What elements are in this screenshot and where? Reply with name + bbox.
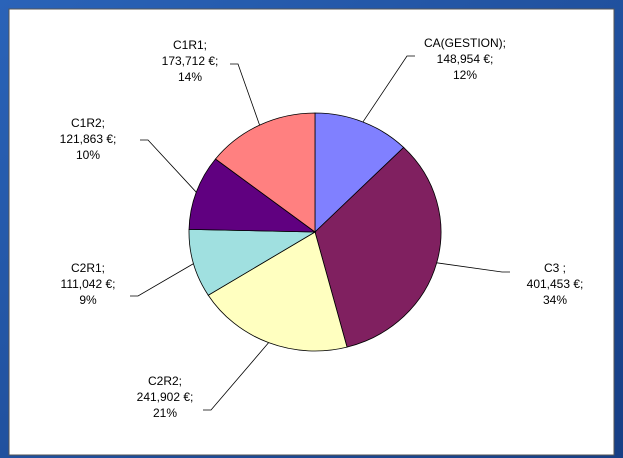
- data-label: 401,453 €;: [527, 277, 584, 291]
- leader-line: [230, 63, 260, 126]
- data-label: C2R1;: [71, 261, 105, 275]
- data-label: 148,954 €;: [437, 52, 494, 66]
- data-label: 14%: [178, 70, 202, 84]
- pie-slice: [314, 112, 405, 233]
- leader-line: [140, 139, 197, 193]
- leader-line: [203, 342, 269, 411]
- pie-slice: [188, 158, 317, 233]
- data-label: 34%: [543, 293, 567, 307]
- pie-slice: [214, 112, 316, 233]
- data-label: 21%: [153, 406, 177, 420]
- pie-slice: [314, 146, 442, 348]
- data-label: C2R2;: [148, 374, 182, 388]
- data-label: C1R1;: [173, 38, 207, 52]
- data-label: C1R2;: [71, 116, 105, 130]
- data-label: 241,902 €;: [137, 390, 194, 404]
- data-label: 111,042 €;: [61, 277, 116, 291]
- data-label: 121,863 €;: [60, 132, 117, 146]
- leader-line: [362, 55, 415, 123]
- leader-line: [130, 263, 194, 297]
- data-label: 10%: [76, 148, 100, 162]
- data-label: 12%: [453, 68, 477, 82]
- leader-line: [436, 262, 510, 273]
- data-label: 173,712 €;: [162, 54, 219, 68]
- data-label: CA(GESTION);: [424, 36, 506, 50]
- data-label: 9%: [79, 293, 97, 307]
- data-label: C3 ;: [544, 261, 566, 275]
